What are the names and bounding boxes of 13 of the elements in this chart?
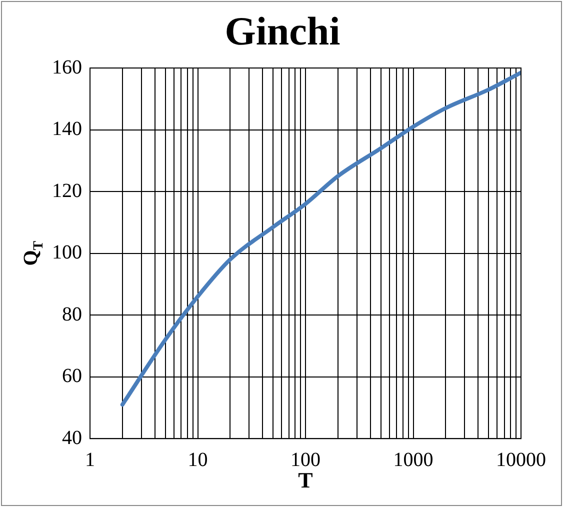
x-tick-label: 10000	[496, 448, 546, 471]
y-tick-label: 40	[62, 426, 82, 449]
x-tick-label: 1	[85, 448, 95, 471]
y-tick-label: 60	[62, 365, 82, 388]
chart-title: Ginchi	[224, 8, 340, 54]
y-axis-title: QT	[20, 240, 47, 266]
y-tick-label: 100	[52, 242, 82, 264]
y-tick-label: 120	[52, 180, 82, 202]
x-tick-label: 10	[188, 448, 208, 471]
y-tick-label: 80	[62, 303, 82, 326]
x-tick-label: 1000	[393, 448, 434, 471]
y-tick-label: 140	[52, 118, 82, 140]
y-tick-label: 160	[52, 56, 82, 78]
